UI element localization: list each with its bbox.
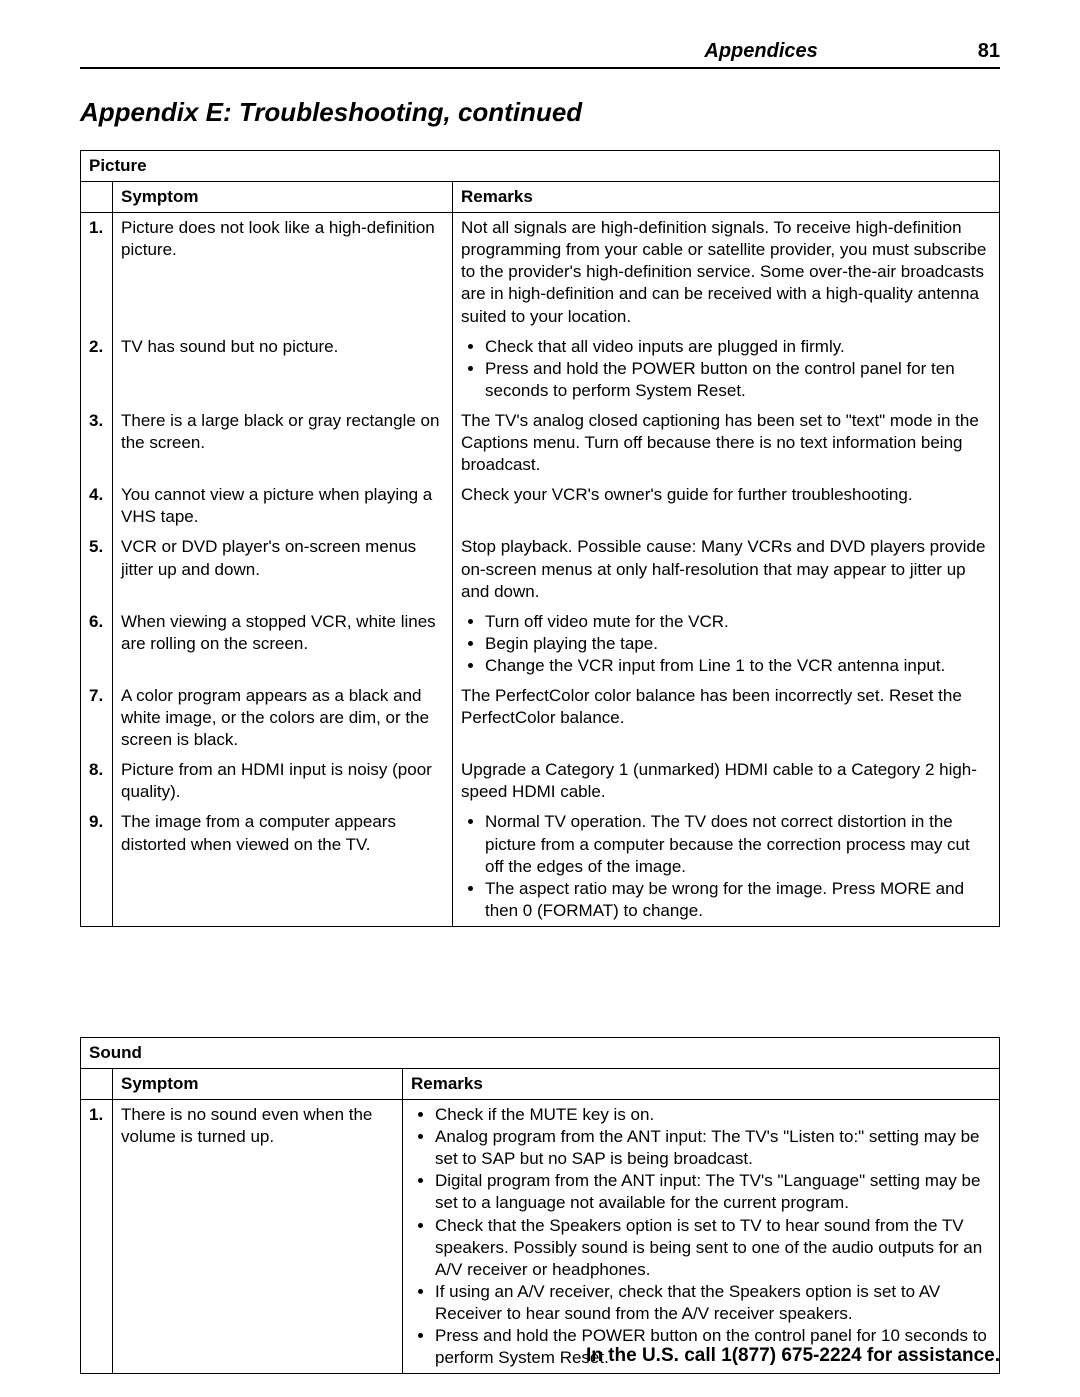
row-remarks: Check that all video inputs are plugged … — [453, 332, 1000, 406]
row-remarks: Check your VCR's owner's guide for furth… — [453, 480, 1000, 532]
table-row: 6.When viewing a stopped VCR, white line… — [81, 607, 1000, 681]
header-page-number: 81 — [978, 40, 1000, 63]
remarks-bullet-item: Analog program from the ANT input: The T… — [435, 1126, 991, 1170]
table-row: 3.There is a large black or gray rectang… — [81, 406, 1000, 480]
table-picture: Picture Symptom Remarks 1.Picture does n… — [80, 150, 1000, 927]
table-header-remarks: Remarks — [453, 182, 1000, 213]
row-number: 8. — [81, 755, 113, 807]
table-category-label: Sound — [81, 1037, 1000, 1068]
row-number: 7. — [81, 681, 113, 755]
row-number: 1. — [81, 1100, 113, 1374]
table-header-row: Symptom Remarks — [81, 182, 1000, 213]
table-header-symptom: Symptom — [113, 182, 453, 213]
table-row: 9.The image from a computer appears dist… — [81, 807, 1000, 926]
remarks-bullet-item: Begin playing the tape. — [485, 633, 991, 655]
row-remarks: Stop playback. Possible cause: Many VCRs… — [453, 532, 1000, 606]
row-number: 6. — [81, 607, 113, 681]
remarks-bullet-item: Press and hold the POWER button on the c… — [485, 358, 991, 402]
row-symptom: You cannot view a picture when playing a… — [113, 480, 453, 532]
table-row: 2.TV has sound but no picture. Check that… — [81, 332, 1000, 406]
table-category-label: Picture — [81, 151, 1000, 182]
row-remarks: Check if the MUTE key is on.Analog progr… — [403, 1100, 1000, 1374]
remarks-bullets: Normal TV operation. The TV does not cor… — [461, 811, 991, 921]
table-sound: Sound Symptom Remarks 1.There is no soun… — [80, 1037, 1000, 1374]
row-symptom: VCR or DVD player's on-screen menus jitt… — [113, 532, 453, 606]
remarks-bullets: Check that all video inputs are plugged … — [461, 336, 991, 402]
row-symptom: A color program appears as a black and w… — [113, 681, 453, 755]
remarks-bullet-item: Check if the MUTE key is on. — [435, 1104, 991, 1126]
row-remarks: Upgrade a Category 1 (unmarked) HDMI cab… — [453, 755, 1000, 807]
table-row: 1.There is no sound even when the volume… — [81, 1100, 1000, 1374]
table-row: 1.Picture does not look like a high-defi… — [81, 213, 1000, 332]
row-remarks: Normal TV operation. The TV does not cor… — [453, 807, 1000, 926]
table-category-row: Picture — [81, 151, 1000, 182]
row-symptom: TV has sound but no picture. — [113, 332, 453, 406]
remarks-bullet-item: The aspect ratio may be wrong for the im… — [485, 878, 991, 922]
remarks-bullet-item: Normal TV operation. The TV does not cor… — [485, 811, 991, 877]
row-number: 9. — [81, 807, 113, 926]
table-row: 7.A color program appears as a black and… — [81, 681, 1000, 755]
row-number: 5. — [81, 532, 113, 606]
table-row: 5.VCR or DVD player's on-screen menus ji… — [81, 532, 1000, 606]
table-header-row: Symptom Remarks — [81, 1069, 1000, 1100]
remarks-bullet-item: Check that the Speakers option is set to… — [435, 1215, 991, 1281]
table-category-row: Sound — [81, 1037, 1000, 1068]
row-symptom: There is no sound even when the volume i… — [113, 1100, 403, 1374]
row-remarks: Not all signals are high-definition sign… — [453, 213, 1000, 332]
table-gap — [80, 927, 1000, 1037]
table-row: 4.You cannot view a picture when playing… — [81, 480, 1000, 532]
remarks-bullet-item: Check that all video inputs are plugged … — [485, 336, 991, 358]
row-number: 1. — [81, 213, 113, 332]
page-header: Appendices 81 — [80, 40, 1000, 69]
row-remarks: The PerfectColor color balance has been … — [453, 681, 1000, 755]
table-header-blank — [81, 182, 113, 213]
row-remarks: The TV's analog closed captioning has be… — [453, 406, 1000, 480]
row-number: 3. — [81, 406, 113, 480]
row-number: 4. — [81, 480, 113, 532]
remarks-bullet-item: Turn off video mute for the VCR. — [485, 611, 991, 633]
header-section: Appendices — [704, 40, 817, 63]
table-row: 8.Picture from an HDMI input is noisy (p… — [81, 755, 1000, 807]
row-symptom: There is a large black or gray rectangle… — [113, 406, 453, 480]
row-symptom: The image from a computer appears distor… — [113, 807, 453, 926]
remarks-bullet-item: Digital program from the ANT input: The … — [435, 1170, 991, 1214]
page: Appendices 81 Appendix E: Troubleshootin… — [0, 0, 1080, 1397]
remarks-bullet-item: Change the VCR input from Line 1 to the … — [485, 655, 991, 677]
row-remarks: Turn off video mute for the VCR.Begin pl… — [453, 607, 1000, 681]
remarks-bullets: Check if the MUTE key is on.Analog progr… — [411, 1104, 991, 1369]
row-symptom: Picture does not look like a high-defini… — [113, 213, 453, 332]
table-header-blank — [81, 1069, 113, 1100]
footer-assistance: In the U.S. call 1(877) 675-2224 for ass… — [586, 1345, 1000, 1367]
row-symptom: When viewing a stopped VCR, white lines … — [113, 607, 453, 681]
table-header-remarks: Remarks — [403, 1069, 1000, 1100]
page-title: Appendix E: Troubleshooting, continued — [80, 97, 1000, 128]
remarks-bullet-item: If using an A/V receiver, check that the… — [435, 1281, 991, 1325]
row-number: 2. — [81, 332, 113, 406]
table-header-symptom: Symptom — [113, 1069, 403, 1100]
remarks-bullets: Turn off video mute for the VCR.Begin pl… — [461, 611, 991, 677]
row-symptom: Picture from an HDMI input is noisy (poo… — [113, 755, 453, 807]
